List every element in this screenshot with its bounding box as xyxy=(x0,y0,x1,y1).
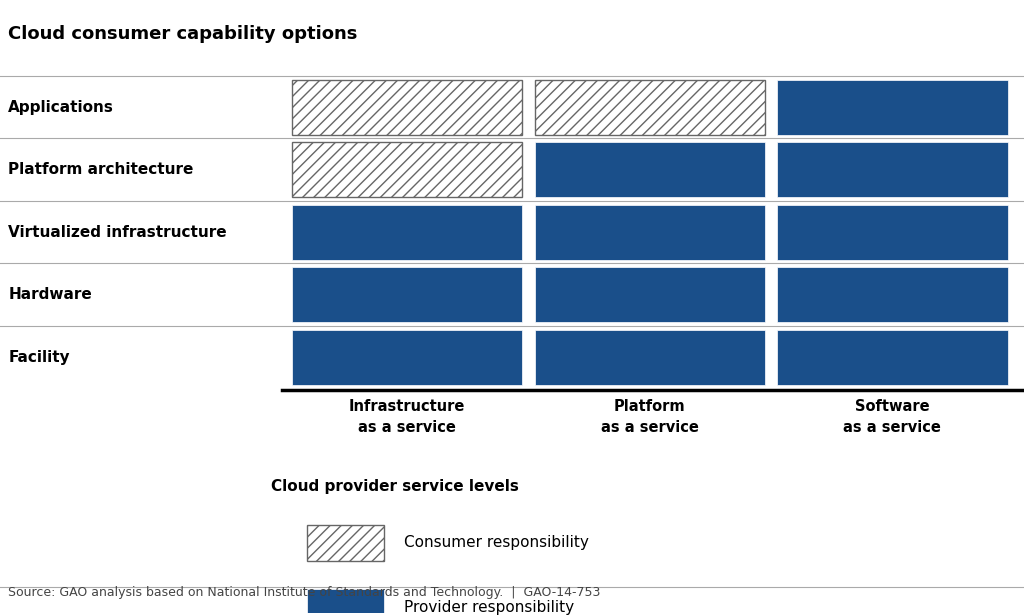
Bar xyxy=(292,142,522,197)
Bar xyxy=(307,589,384,616)
Bar xyxy=(777,330,1008,385)
Bar xyxy=(535,330,765,385)
Text: Consumer responsibility: Consumer responsibility xyxy=(404,535,590,551)
Bar xyxy=(307,525,384,561)
Bar xyxy=(292,205,522,260)
Text: Platform
as a service: Platform as a service xyxy=(601,399,698,435)
Bar xyxy=(292,330,522,385)
Bar xyxy=(292,79,522,135)
Bar xyxy=(535,267,765,322)
Text: Provider responsibility: Provider responsibility xyxy=(404,600,574,615)
Text: Cloud consumer capability options: Cloud consumer capability options xyxy=(8,25,357,43)
Bar xyxy=(535,142,765,197)
Bar xyxy=(777,267,1008,322)
Bar xyxy=(777,79,1008,135)
Bar xyxy=(535,79,765,135)
Bar xyxy=(535,205,765,260)
Text: Hardware: Hardware xyxy=(8,287,92,302)
Bar xyxy=(777,142,1008,197)
Text: Infrastructure
as a service: Infrastructure as a service xyxy=(349,399,465,435)
Text: Applications: Applications xyxy=(8,100,114,115)
Text: Platform architecture: Platform architecture xyxy=(8,162,194,177)
Text: Software
as a service: Software as a service xyxy=(844,399,941,435)
Text: Cloud provider service levels: Cloud provider service levels xyxy=(271,479,519,493)
Text: Facility: Facility xyxy=(8,350,70,365)
Text: Virtualized infrastructure: Virtualized infrastructure xyxy=(8,225,227,240)
Bar xyxy=(777,205,1008,260)
Text: Source: GAO analysis based on National Institute of Standards and Technology.  |: Source: GAO analysis based on National I… xyxy=(8,586,600,599)
Bar xyxy=(292,267,522,322)
